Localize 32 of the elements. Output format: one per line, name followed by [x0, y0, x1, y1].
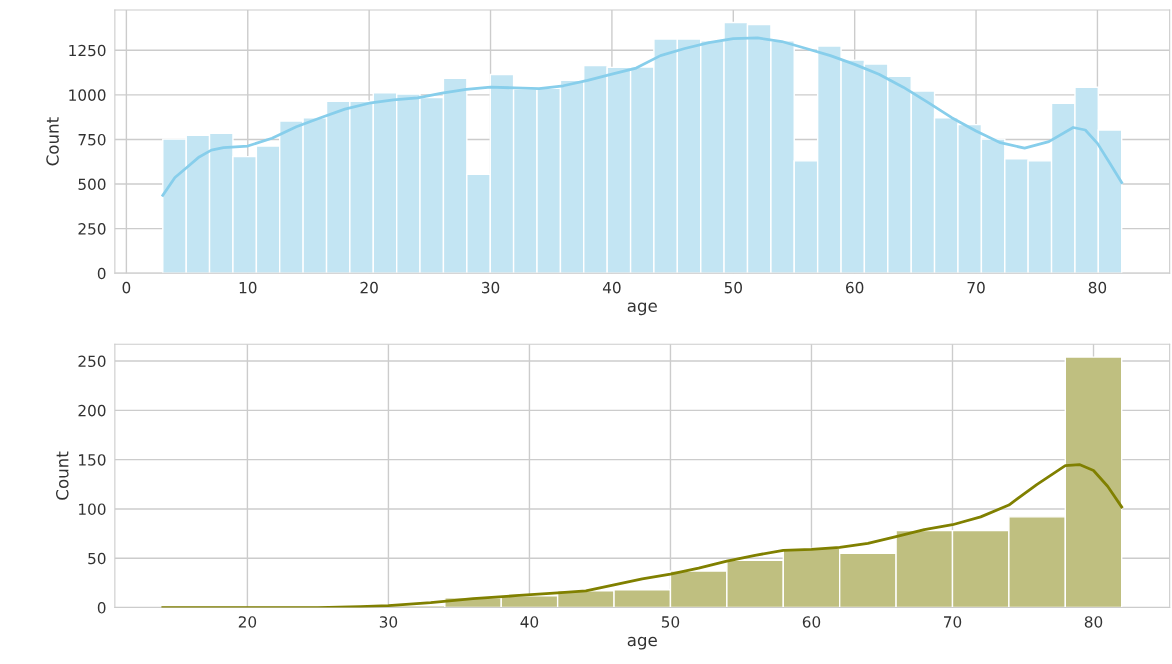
x-tick-label: 50 — [724, 281, 742, 294]
x-tick-label: 0 — [122, 281, 131, 294]
x-tick-label: 10 — [239, 281, 257, 294]
y-tick-label: 50 — [88, 552, 106, 565]
x-axis-title: age — [627, 636, 657, 650]
y-tick-label: 1250 — [69, 44, 106, 57]
x-tick-label: 20 — [360, 281, 378, 294]
x-tick-label: 20 — [238, 616, 257, 628]
y-tick-label: 0 — [97, 602, 106, 614]
x-axis-title: age — [627, 302, 657, 316]
x-tick-label: 30 — [379, 616, 398, 628]
y-axis-title: Count — [55, 451, 69, 500]
x-tick-label: 70 — [967, 281, 985, 294]
y-tick-label: 250 — [78, 223, 106, 235]
y-tick-label: 100 — [79, 503, 106, 515]
y-axis-title: Count — [46, 117, 59, 166]
x-tick-label: 60 — [802, 616, 821, 628]
y-tick-label: 150 — [79, 454, 106, 466]
x-tick-label: 70 — [944, 616, 962, 628]
x-tick-label: 40 — [602, 281, 621, 294]
x-tick-label: 40 — [520, 616, 539, 628]
x-tick-label: 80 — [1088, 281, 1107, 294]
y-tick-label: 0 — [97, 267, 106, 280]
x-tick-label: 30 — [481, 281, 500, 294]
x-tick-label: 80 — [1084, 616, 1103, 628]
x-tick-label: 50 — [661, 616, 680, 628]
y-tick-label: 500 — [78, 178, 106, 191]
y-tick-label: 200 — [78, 404, 106, 417]
y-tick-label: 1000 — [69, 89, 106, 101]
y-tick-label: 750 — [78, 133, 106, 146]
y-tick-label: 250 — [78, 355, 106, 368]
x-tick-label: 60 — [846, 281, 864, 294]
